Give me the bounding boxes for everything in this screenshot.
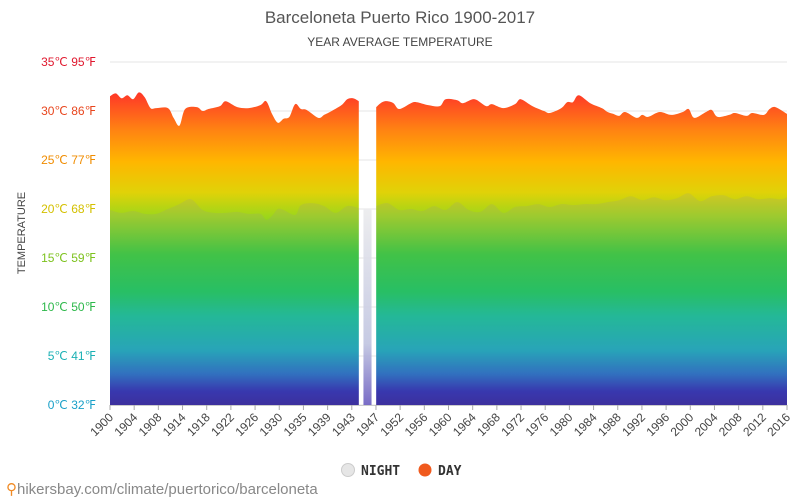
- y-axis-label: TEMPERATURE: [16, 192, 28, 274]
- chart-subtitle: YEAR AVERAGE TEMPERATURE: [307, 35, 493, 49]
- x-tick-label: 1922: [208, 410, 237, 439]
- x-tick-label: 1972: [498, 410, 527, 439]
- x-tick-label: 1930: [257, 410, 286, 439]
- legend: NIGHT DAY: [341, 463, 462, 479]
- y-tick-label: 5℃ 41℉: [48, 349, 96, 363]
- legend-night-label: NIGHT: [361, 464, 400, 479]
- x-tick-label: 1956: [402, 410, 431, 439]
- x-tick-label: 1992: [619, 410, 648, 439]
- x-tick-label: 1976: [523, 410, 552, 439]
- x-tick-label: 1900: [87, 410, 116, 439]
- x-tick-label: 1904: [112, 410, 141, 439]
- watermark: ⚲hikersbay.com/climate/puertorico/barcel…: [6, 480, 318, 498]
- x-tick-label: 1952: [377, 410, 406, 439]
- x-tick-label: 2004: [692, 410, 721, 439]
- night-area: [110, 199, 359, 405]
- x-tick-label: 1918: [184, 410, 213, 439]
- x-tick-label: 1908: [136, 410, 165, 439]
- y-tick-label: 10℃ 50℉: [41, 300, 96, 314]
- x-tick-label: 1996: [643, 410, 672, 439]
- x-axis-ticks: 1900190419081914191819221926193019351939…: [87, 405, 793, 439]
- y-tick-label: 15℃ 59℉: [41, 251, 96, 265]
- y-tick-label: 20℃ 68℉: [41, 202, 96, 216]
- x-tick-label: 2000: [668, 410, 697, 439]
- x-tick-label: 1960: [426, 410, 455, 439]
- watermark-text: hikersbay.com/climate/puertorico/barcelo…: [17, 481, 318, 498]
- y-tick-label: 35℃ 95℉: [41, 55, 96, 69]
- night-area: [376, 193, 787, 405]
- x-tick-label: 1980: [547, 410, 576, 439]
- x-tick-label: 1935: [281, 410, 310, 439]
- day-area: [376, 95, 787, 405]
- x-tick-label: 1914: [160, 410, 189, 439]
- x-tick-label: 1939: [305, 410, 334, 439]
- y-tick-label: 25℃ 77℉: [41, 153, 96, 167]
- x-tick-label: 2008: [716, 410, 745, 439]
- x-tick-label: 1947: [353, 410, 382, 439]
- x-tick-label: 1988: [595, 410, 624, 439]
- x-tick-label: 1926: [232, 410, 261, 439]
- y-tick-label: 0℃ 32℉: [48, 398, 96, 412]
- legend-day-label: DAY: [438, 464, 462, 479]
- legend-night-marker: [341, 463, 355, 477]
- area-layer: [110, 92, 787, 405]
- day-area: [110, 92, 359, 405]
- x-tick-label: 1943: [329, 410, 358, 439]
- gap-marker: [363, 209, 372, 405]
- x-tick-label: 1968: [474, 410, 503, 439]
- y-axis-ticks: 0℃ 32℉ 5℃ 41℉ 10℃ 50℉ 15℃ 59℉ 20℃ 68℉ 25℃ 77℉…: [41, 55, 96, 412]
- chart-title: Barceloneta Puerto Rico 1900-2017: [264, 8, 536, 27]
- legend-day-marker: [418, 463, 432, 477]
- x-tick-label: 1964: [450, 410, 479, 439]
- x-tick-label: 2016: [764, 410, 793, 439]
- y-tick-label: 30℃ 86℉: [41, 104, 96, 118]
- x-tick-label: 2012: [740, 410, 769, 439]
- map-pin-icon: ⚲: [6, 481, 17, 498]
- x-tick-label: 1984: [571, 410, 600, 439]
